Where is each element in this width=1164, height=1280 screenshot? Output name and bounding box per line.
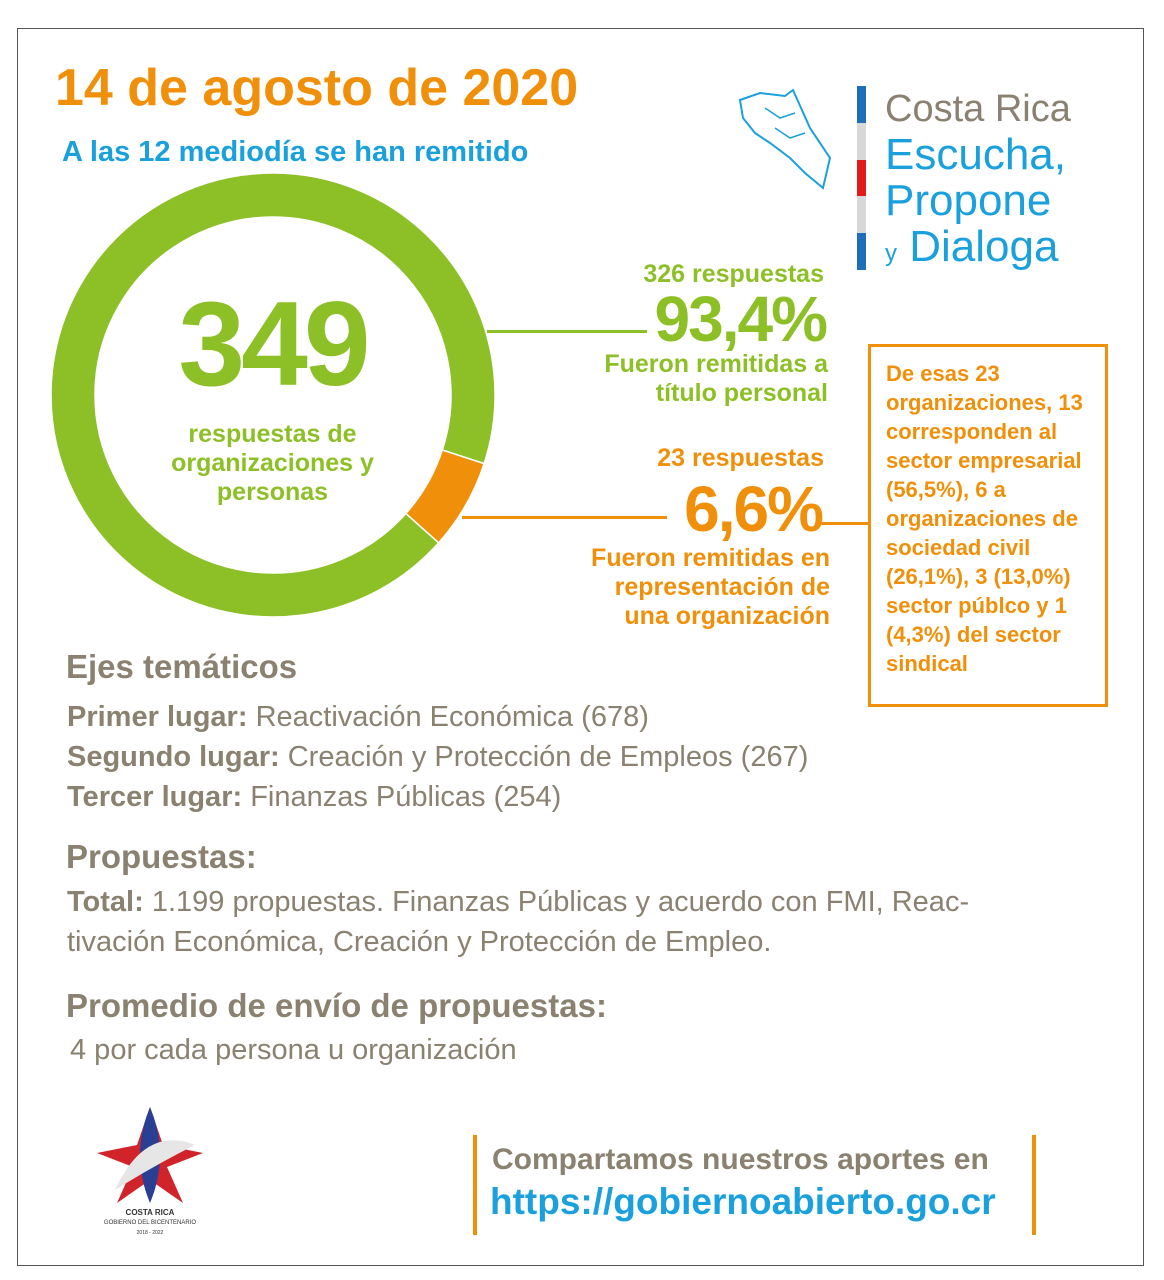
connector-line-box [820, 522, 868, 525]
personal-percent: 93,4% [654, 283, 828, 355]
page-title: 14 de agosto de 2020 [55, 59, 579, 117]
propuestas-heading: Propuestas: [66, 838, 257, 875]
logo-line-1: Costa Rica [885, 88, 1071, 130]
org-caption-2: representación de [614, 573, 830, 601]
org-breakdown-box: De esas 23 organizaciones, 13 correspond… [868, 344, 1108, 707]
costa-rica-map-icon [738, 88, 832, 190]
org-count: 23 respuestas [657, 444, 824, 472]
bicentenario-star-logo [97, 1107, 203, 1203]
ejes-list: Primer lugar: Reactivación Económica (67… [67, 697, 808, 817]
subtitle: A las 12 mediodía se han remitido [62, 136, 529, 168]
logo-line-3: Propone [885, 176, 1052, 225]
personal-caption-2: título personal [655, 379, 828, 407]
org-caption-1: Fueron remitidas en [591, 544, 830, 572]
eje-item: Tercer lugar: Finanzas Públicas (254) [67, 781, 562, 813]
org-caption-3: una organización [624, 602, 830, 630]
eje-item: Segundo lugar: Creación y Protección de … [67, 741, 809, 773]
eje-item: Primer lugar: Reactivación Económica (67… [67, 701, 649, 733]
connector-line-org [462, 516, 667, 519]
share-text: Compartamos nuestros aportes en [492, 1143, 989, 1176]
propuestas-text: Total: 1.199 propuestas. Finanzas Públic… [67, 886, 970, 958]
donut-slice-personal [50, 172, 496, 618]
logo-line-4: Dialoga [909, 222, 1059, 271]
donut-chart [50, 172, 496, 618]
promedio-text: 4 por cada persona u organización [70, 1034, 517, 1066]
promedio-heading: Promedio de envío de propuestas: [66, 987, 607, 1024]
personal-caption-1: Fueron remitidas a [604, 350, 828, 378]
share-link[interactable]: https://gobiernoabierto.go.cr [490, 1181, 996, 1222]
total-caption: respuestas de organizaciones y personas [171, 420, 374, 506]
flag-stripe [857, 86, 866, 270]
donut-slice-organization [404, 449, 486, 544]
gov-logo-text: COSTA RICA GOBIERNO DEL BICENTENARIO 201… [103, 1208, 197, 1236]
campaign-logo: Costa Rica Escucha, Propone y Dialoga [857, 86, 1071, 277]
org-percent: 6,6% [684, 473, 824, 545]
share-box: Compartamos nuestros aportes en https://… [473, 1135, 1036, 1235]
connector-line-personal [487, 330, 647, 333]
logo-y: y [885, 240, 897, 267]
ejes-heading: Ejes temáticos [66, 648, 298, 685]
personal-count: 326 respuestas [643, 260, 824, 288]
total-value: 349 [178, 277, 370, 411]
org-breakdown-text: De esas 23 organizaciones, 13 correspond… [886, 361, 1083, 676]
logo-line-2: Escucha, [885, 130, 1066, 179]
frame [17, 28, 1144, 1266]
